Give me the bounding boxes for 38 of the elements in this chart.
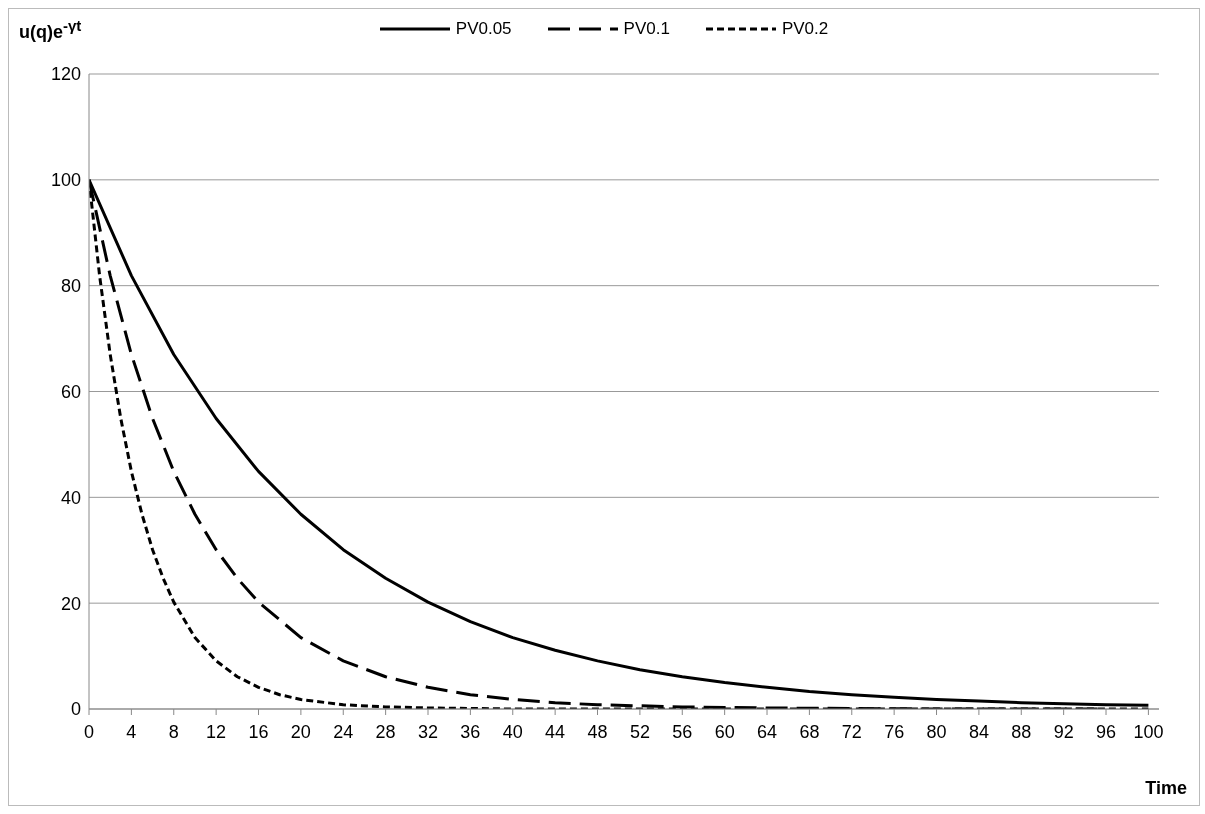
x-tick-label: 48: [587, 721, 608, 742]
x-tick-label: 80: [926, 721, 947, 742]
x-tick-label: 28: [375, 721, 396, 742]
legend-label: PV0.1: [623, 19, 670, 39]
x-tick-label: 52: [629, 721, 650, 742]
y-tick-label: 20: [60, 593, 81, 614]
y-tick-label: 100: [50, 170, 81, 191]
x-tick-label: 32: [417, 721, 439, 742]
x-tick-label: 44: [545, 721, 566, 742]
y-tick-label: 0: [70, 699, 81, 720]
x-tick-label: 12: [206, 721, 227, 742]
x-tick-label: 92: [1053, 721, 1074, 742]
x-tick-label: 76: [884, 721, 905, 742]
y-axis-title: u(q)e$^{-γt}$: [19, 17, 82, 43]
x-tick-label: 84: [968, 721, 989, 742]
x-axis-title: Time: [1145, 778, 1187, 799]
x-tick-label: 20: [290, 721, 311, 742]
x-tick-label: 68: [799, 721, 820, 742]
x-tick-label: 100: [1133, 721, 1164, 742]
x-tick-label: 96: [1096, 721, 1117, 742]
x-tick-label: 40: [502, 721, 523, 742]
x-tick-label: 60: [714, 721, 735, 742]
x-tick-label: 56: [672, 721, 693, 742]
y-tick-label: 80: [60, 276, 81, 297]
legend-label: PV0.2: [781, 19, 829, 39]
y-tick-label: 40: [60, 487, 81, 508]
x-tick-label: 8: [168, 721, 179, 742]
x-tick-label: 24: [333, 721, 354, 742]
x-tick-label: 36: [460, 721, 481, 742]
y-tick-label: 120: [50, 64, 81, 85]
y-tick-label: 60: [60, 381, 81, 402]
x-tick-label: 0: [83, 721, 95, 742]
x-tick-label: 16: [248, 721, 269, 742]
legend-label: PV0.05: [455, 19, 512, 39]
x-tick-label: 72: [841, 721, 862, 742]
x-tick-label: 88: [1011, 721, 1032, 742]
x-tick-label: 64: [757, 721, 778, 742]
x-tick-label: 4: [126, 721, 137, 742]
